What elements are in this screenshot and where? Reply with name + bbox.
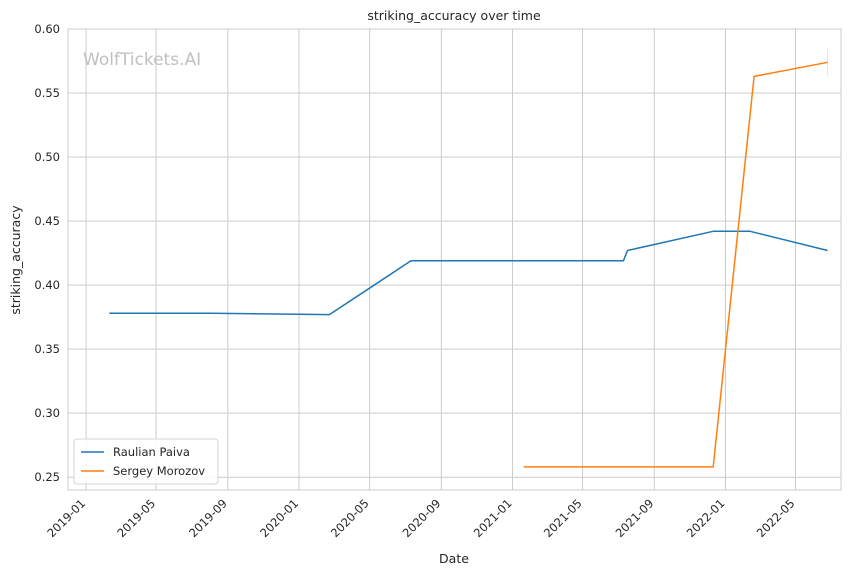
legend: Raulian Paiva Sergey Morozov <box>73 438 219 485</box>
y-tick-label: 0.45 <box>34 214 60 228</box>
series-layer <box>109 48 829 468</box>
plot-frame <box>67 28 842 491</box>
y-axis-label: striking_accuracy <box>8 205 23 315</box>
legend-label-sergey-morozov: Sergey Morozov <box>113 464 205 478</box>
x-axis-label: Date <box>439 551 469 566</box>
y-tick-label: 0.35 <box>34 342 60 356</box>
y-tick-label: 0.55 <box>34 86 60 100</box>
y-tick-label: 0.40 <box>34 278 60 292</box>
chart-title: striking_accuracy over time <box>367 8 541 23</box>
watermark: WolfTickets.AI <box>83 50 201 70</box>
legend-box <box>73 438 219 485</box>
y-tick-label: 0.50 <box>34 150 60 164</box>
y-tick-label: 0.60 <box>34 22 60 36</box>
y-tick-label: 0.30 <box>34 406 60 420</box>
legend-label-raulian-paiva: Raulian Paiva <box>113 445 190 459</box>
series-line-sergey-morozov <box>523 61 828 468</box>
y-tick-label: 0.25 <box>34 470 60 484</box>
y-tick-labels: 0.25 0.30 0.35 0.40 0.45 0.50 0.55 0.60 <box>34 22 60 484</box>
